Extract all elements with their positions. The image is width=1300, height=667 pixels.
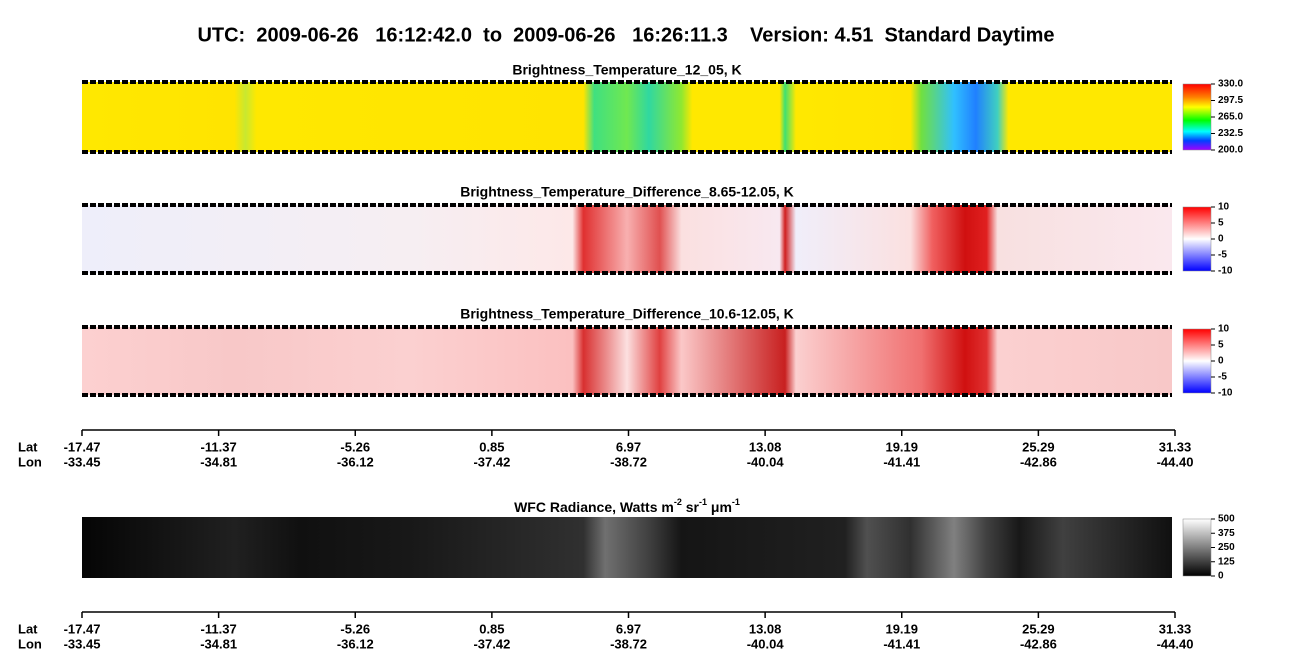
- lon-tick-label: -36.12: [337, 636, 374, 651]
- colorbar-label: 375: [1218, 528, 1235, 539]
- lon-tick-label: -37.42: [473, 454, 510, 469]
- lon-tick-label: -44.40: [1157, 636, 1194, 651]
- lat-tick-label: -11.37: [201, 439, 237, 454]
- title-part: -1: [699, 497, 707, 507]
- lon-tick-label: -44.40: [1157, 454, 1194, 469]
- lat-label: Lat: [18, 621, 38, 636]
- colorbar-label: 5: [1218, 218, 1224, 229]
- panel-title: Brightness_Temperature_Difference_8.65-1…: [460, 184, 794, 200]
- lat-tick-label: 0.85: [479, 621, 504, 636]
- colorbar: [1182, 83, 1212, 151]
- lat-tick-label: -5.26: [340, 621, 370, 636]
- lon-tick-label: -34.81: [200, 636, 237, 651]
- colorbar-label: 10: [1218, 202, 1230, 213]
- image-panel: [82, 517, 1172, 578]
- lon-label: Lon: [18, 636, 42, 651]
- image-panel: [82, 327, 1172, 395]
- colorbar-label: 0: [1218, 571, 1224, 582]
- lat-label: Lat: [18, 439, 38, 454]
- colorbar-label: 232.5: [1218, 128, 1243, 139]
- colorbar-label: 330.0: [1218, 79, 1243, 90]
- lat-tick-label: 6.97: [616, 439, 641, 454]
- panel-title: WFC Radiance, Watts m-2 sr-1 μm-1: [514, 497, 740, 514]
- colorbar-label: 500: [1218, 514, 1235, 525]
- lon-tick-label: -40.04: [747, 454, 785, 469]
- lon-tick-label: -42.86: [1020, 636, 1057, 651]
- lat-tick-label: 13.08: [749, 439, 782, 454]
- lat-tick-label: 19.19: [885, 621, 918, 636]
- lat-tick-label: -11.37: [201, 621, 237, 636]
- panel-title: Brightness_Temperature_12_05, K: [512, 62, 741, 78]
- lon-tick-label: -40.04: [747, 636, 785, 651]
- lon-tick-label: -36.12: [337, 454, 374, 469]
- colorbar-label: 125: [1218, 556, 1235, 567]
- colorbar: [1182, 518, 1212, 577]
- lat-tick-label: 25.29: [1022, 439, 1055, 454]
- lon-tick-label: -41.41: [883, 454, 920, 469]
- colorbar: [1182, 328, 1212, 394]
- colorbar-label: 265.0: [1218, 112, 1243, 123]
- colorbar-label: 250: [1218, 542, 1235, 553]
- lat-tick-label: 31.33: [1159, 439, 1192, 454]
- colorbar-label: -10: [1218, 266, 1233, 277]
- colorbar-label: -5: [1218, 372, 1227, 383]
- lon-tick-label: -38.72: [610, 636, 647, 651]
- lat-tick-label: -17.47: [64, 439, 101, 454]
- lat-tick-label: 13.08: [749, 621, 782, 636]
- lat-tick-label: -5.26: [340, 439, 370, 454]
- colorbar: [1182, 206, 1212, 272]
- colorbar-label: 0: [1218, 356, 1224, 367]
- colorbar-label: 5: [1218, 340, 1224, 351]
- title-part: -2: [674, 497, 682, 507]
- lat-tick-label: 31.33: [1159, 621, 1192, 636]
- lon-tick-label: -34.81: [200, 454, 237, 469]
- title-part: μm: [707, 499, 732, 515]
- title-part: -1: [732, 497, 740, 507]
- colorbar-label: 0: [1218, 234, 1224, 245]
- lon-tick-label: -42.86: [1020, 454, 1057, 469]
- lat-tick-label: 25.29: [1022, 621, 1055, 636]
- title-part: WFC Radiance, Watts m: [514, 499, 674, 515]
- lon-tick-label: -37.42: [473, 636, 510, 651]
- colorbar-label: -5: [1218, 250, 1227, 261]
- figure-title: UTC: 2009-06-26 16:12:42.0 to 2009-06-26…: [197, 24, 1054, 46]
- colorbar-label: 200.0: [1218, 145, 1243, 156]
- lon-tick-label: -33.45: [64, 454, 101, 469]
- lon-tick-label: -38.72: [610, 454, 647, 469]
- image-panel: [82, 82, 1172, 152]
- image-panel: [82, 205, 1172, 273]
- colorbar-label: 10: [1218, 324, 1230, 335]
- panel-title: Brightness_Temperature_Difference_10.6-1…: [460, 306, 794, 322]
- lon-tick-label: -33.45: [64, 636, 101, 651]
- lat-tick-label: 0.85: [479, 439, 504, 454]
- colorbar-label: -10: [1218, 388, 1233, 399]
- lat-tick-label: 19.19: [885, 439, 918, 454]
- colorbar-label: 297.5: [1218, 95, 1243, 106]
- lon-label: Lon: [18, 454, 42, 469]
- lon-tick-label: -41.41: [883, 636, 920, 651]
- lat-tick-label: 6.97: [616, 621, 641, 636]
- title-part: sr: [682, 499, 700, 515]
- lat-tick-label: -17.47: [64, 621, 101, 636]
